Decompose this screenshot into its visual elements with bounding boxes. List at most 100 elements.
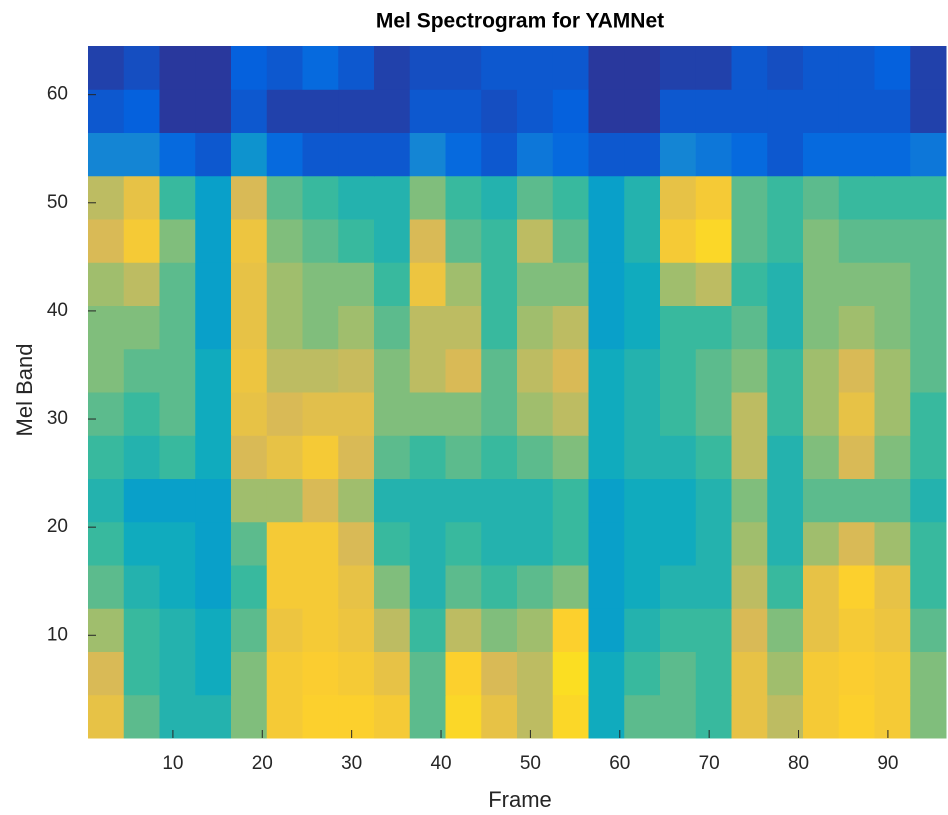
- heatmap-cell: [302, 348, 339, 393]
- heatmap-cell: [767, 521, 804, 566]
- heatmap-cell: [445, 521, 482, 566]
- heatmap-cell: [302, 608, 339, 652]
- heatmap-cell: [695, 392, 732, 436]
- heatmap-cell: [195, 132, 232, 177]
- heatmap-cell: [374, 175, 411, 220]
- heatmap-cell: [481, 565, 518, 609]
- heatmap-cell: [481, 262, 518, 306]
- heatmap-cell: [88, 651, 125, 696]
- heatmap-cell: [409, 305, 446, 350]
- heatmap-cell: [374, 219, 411, 263]
- heatmap-cell: [302, 392, 339, 436]
- heatmap-cell: [588, 694, 625, 739]
- heatmap-cell: [266, 565, 303, 609]
- heatmap-cell: [517, 521, 554, 566]
- heatmap-cell: [838, 651, 875, 696]
- x-tick-label: 90: [877, 753, 898, 774]
- heatmap-cell: [266, 392, 303, 436]
- heatmap-cell: [767, 305, 804, 350]
- x-axis-label: Frame: [488, 787, 552, 812]
- heatmap-cell: [445, 694, 482, 739]
- heatmap-cell: [231, 219, 268, 263]
- heatmap-cell: [159, 608, 196, 652]
- heatmap-cell: [803, 89, 840, 133]
- heatmap-cell: [660, 694, 697, 739]
- heatmap-cell: [481, 175, 518, 220]
- heatmap-cell: [338, 392, 375, 436]
- heatmap-cell: [910, 651, 947, 696]
- heatmap-cell: [767, 219, 804, 263]
- heatmap-cell: [552, 219, 589, 263]
- y-tick-label: 60: [47, 84, 68, 105]
- heatmap-cell: [159, 478, 196, 523]
- heatmap-cell: [767, 651, 804, 696]
- heatmap-cell: [195, 651, 232, 696]
- heatmap-cell: [874, 651, 911, 696]
- y-tick-label: 10: [47, 624, 68, 645]
- heatmap-cell: [588, 392, 625, 436]
- heatmap-cell: [767, 608, 804, 652]
- heatmap-cell: [123, 305, 160, 350]
- heatmap-cell: [266, 348, 303, 393]
- heatmap-cell: [803, 565, 840, 609]
- heatmap-cell: [481, 89, 518, 133]
- heatmap-cell: [517, 694, 554, 739]
- heatmap-cell: [374, 694, 411, 739]
- heatmap-cell: [374, 132, 411, 177]
- heatmap-cell: [767, 348, 804, 393]
- heatmap-cell: [445, 348, 482, 393]
- heatmap-cell: [517, 46, 554, 90]
- heatmap-cell: [123, 521, 160, 566]
- heatmap-cell: [195, 521, 232, 566]
- heatmap-cell: [159, 262, 196, 306]
- heatmap-cell: [767, 175, 804, 220]
- heatmap-cell: [481, 694, 518, 739]
- heatmap-cell: [552, 521, 589, 566]
- heatmap-cell: [588, 565, 625, 609]
- heatmap-cell: [123, 565, 160, 609]
- heatmap-cell: [660, 46, 697, 90]
- heatmap-cell: [552, 89, 589, 133]
- heatmap-cell: [552, 694, 589, 739]
- heatmap-cell: [588, 608, 625, 652]
- heatmap-cell: [731, 521, 768, 566]
- heatmap-cell: [195, 262, 232, 306]
- heatmap-cell: [624, 305, 661, 350]
- heatmap-cell: [409, 89, 446, 133]
- heatmap-cell: [123, 694, 160, 739]
- heatmap-cell: [838, 348, 875, 393]
- heatmap-cell: [552, 46, 589, 90]
- heatmap-cell: [695, 89, 732, 133]
- heatmap-cell: [624, 132, 661, 177]
- heatmap-cell: [159, 651, 196, 696]
- x-tick-label: 10: [162, 753, 183, 774]
- heatmap-cell: [338, 435, 375, 479]
- heatmap-cell: [231, 521, 268, 566]
- y-tick-label: 20: [47, 516, 68, 537]
- heatmap-cell: [481, 521, 518, 566]
- heatmap-cell: [481, 651, 518, 696]
- heatmap-cell: [266, 219, 303, 263]
- heatmap-cell: [838, 305, 875, 350]
- heatmap-cell: [588, 175, 625, 220]
- heatmap-cell: [445, 262, 482, 306]
- heatmap-cell: [874, 132, 911, 177]
- heatmap-cell: [517, 565, 554, 609]
- heatmap-cell: [624, 565, 661, 609]
- heatmap-cell: [445, 478, 482, 523]
- heatmap-cell: [588, 219, 625, 263]
- x-tick-label: 50: [520, 753, 541, 774]
- heatmap-cell: [874, 175, 911, 220]
- heatmap-cell: [123, 132, 160, 177]
- heatmap-cell: [803, 219, 840, 263]
- heatmap-cell: [588, 89, 625, 133]
- heatmap-cell: [910, 392, 947, 436]
- heatmap-cell: [517, 392, 554, 436]
- heatmap-cell: [624, 219, 661, 263]
- heatmap-cell: [695, 435, 732, 479]
- heatmap-cell: [445, 392, 482, 436]
- heatmap-cell: [731, 694, 768, 739]
- heatmap-cell: [624, 694, 661, 739]
- heatmap-cell: [374, 392, 411, 436]
